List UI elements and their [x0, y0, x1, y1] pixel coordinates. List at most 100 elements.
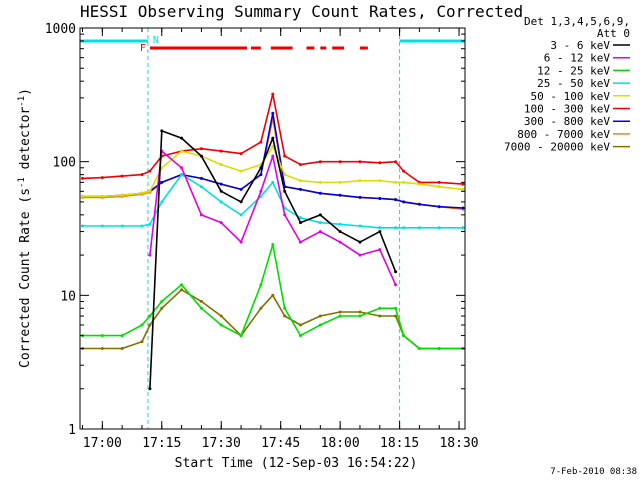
data-point	[180, 283, 184, 287]
series-line	[82, 117, 464, 211]
data-point	[148, 314, 152, 318]
data-point	[299, 187, 302, 191]
data-point	[148, 387, 152, 391]
data-point	[120, 224, 124, 228]
legend-header: Att 0	[597, 27, 630, 40]
series-group	[81, 92, 465, 391]
data-point	[318, 314, 322, 318]
data-point	[219, 163, 223, 167]
data-point	[338, 314, 342, 318]
data-point	[299, 221, 302, 225]
data-point	[271, 154, 275, 158]
data-point	[259, 173, 263, 177]
data-point	[378, 179, 382, 183]
data-point	[358, 310, 362, 314]
data-point	[378, 161, 382, 165]
data-point	[271, 111, 275, 115]
axes: 17:00 17:15 17:30 17:45 18:00 18:15 18:30 1 10 10…	[45, 22, 479, 451]
data-point	[148, 323, 152, 327]
data-point	[180, 166, 184, 170]
data-point	[318, 221, 322, 225]
x-tick-label: 17:45	[261, 436, 300, 451]
data-point	[283, 314, 287, 318]
data-point	[318, 230, 322, 234]
date-stamp: 7-Feb-2010 08:38	[550, 467, 637, 477]
data-point	[299, 334, 302, 338]
data-point	[199, 306, 203, 310]
data-point	[199, 213, 203, 217]
series-3	[81, 173, 465, 230]
series-line	[149, 150, 397, 286]
data-point	[259, 140, 263, 144]
data-point	[417, 182, 421, 186]
y-axis-label: Corrected Count Rate (s-1 detector-1)	[17, 88, 33, 368]
data-point	[199, 154, 203, 158]
data-point	[378, 314, 382, 318]
data-point	[394, 180, 398, 184]
data-point	[394, 283, 398, 287]
data-point	[338, 310, 342, 314]
plot-frame	[79, 27, 466, 430]
data-point	[259, 306, 263, 310]
data-point	[239, 334, 243, 338]
data-point	[402, 169, 406, 173]
data-point	[271, 293, 275, 297]
data-point	[394, 226, 398, 230]
data-point	[378, 197, 382, 200]
series-8	[81, 288, 465, 350]
data-point	[81, 176, 84, 180]
data-point	[120, 174, 124, 178]
legend-label: 300 - 800 keV	[524, 115, 610, 128]
data-point	[417, 226, 421, 230]
data-point	[259, 189, 263, 193]
data-point	[318, 180, 322, 184]
legend-label: 6 - 12 keV	[544, 52, 611, 65]
legend-label: 800 - 7000 keV	[517, 128, 610, 141]
data-point	[148, 189, 152, 193]
data-point	[120, 334, 124, 338]
data-point	[140, 173, 144, 177]
data-point	[283, 213, 287, 217]
y-tick-label: 1000	[45, 22, 76, 37]
data-point	[358, 160, 362, 164]
legend-label: 3 - 6 keV	[550, 39, 610, 52]
data-point	[100, 176, 104, 180]
data-point	[299, 179, 302, 183]
data-point	[271, 243, 275, 246]
data-point	[199, 176, 203, 180]
data-point	[199, 185, 203, 189]
x-tick-label: 18:30	[439, 436, 478, 451]
x-axis-label: Start Time (12-Sep-03 16:54:22)	[175, 456, 418, 471]
series-line	[82, 145, 464, 198]
data-point	[417, 347, 421, 350]
data-point	[461, 182, 465, 186]
data-point	[402, 200, 406, 204]
data-point	[338, 180, 342, 184]
data-point	[100, 334, 104, 338]
data-point	[283, 189, 287, 193]
data-point	[318, 191, 322, 195]
data-point	[239, 187, 243, 191]
series-1	[148, 149, 398, 287]
data-point	[199, 147, 203, 151]
series-0	[148, 129, 398, 391]
series-4	[81, 144, 465, 198]
data-point	[338, 193, 342, 197]
data-point	[140, 323, 144, 327]
data-point	[259, 194, 263, 198]
night-flag-label: N	[153, 35, 159, 46]
data-point	[180, 136, 184, 140]
data-point	[437, 180, 441, 184]
data-point	[394, 160, 398, 164]
data-point	[219, 221, 223, 225]
data-point	[160, 299, 164, 303]
data-point	[219, 314, 223, 318]
data-point	[299, 163, 302, 167]
data-point	[180, 173, 184, 177]
data-point	[394, 306, 398, 310]
data-point	[338, 230, 342, 234]
data-point	[283, 173, 287, 177]
data-point	[81, 224, 84, 228]
